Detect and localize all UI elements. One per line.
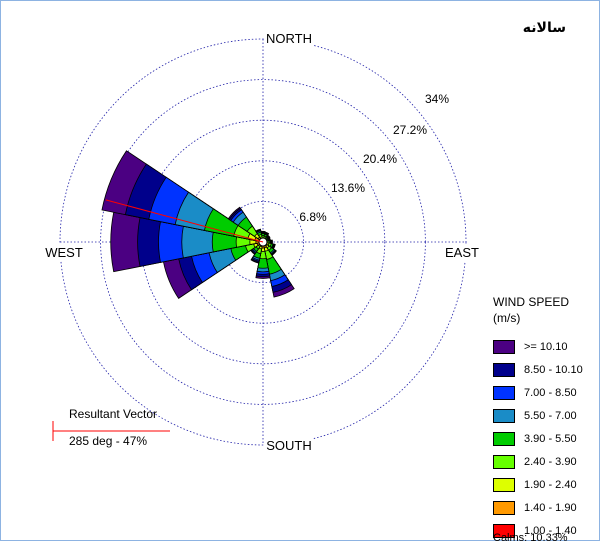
legend-swatch [493, 477, 515, 492]
legend-swatch [493, 431, 515, 446]
legend-item: 1.90 - 2.40 [493, 476, 577, 493]
legend-item: 1.40 - 1.90 [493, 499, 577, 516]
legend-item: >= 10.10 [493, 338, 567, 355]
legend-item: 7.00 - 8.50 [493, 384, 577, 401]
legend: WIND SPEED (m/s) >= 10.10 8.50 - 10.10 7.0… [493, 294, 598, 544]
legend-swatch [493, 454, 515, 469]
calms-label: Calms: 10.33% [493, 532, 568, 544]
ring-label-5: 34% [425, 92, 449, 106]
legend-label: 3.90 - 5.50 [524, 432, 577, 445]
legend-label: 1.90 - 2.40 [524, 478, 577, 491]
legend-label: >= 10.10 [524, 340, 568, 353]
compass-south: SOUTH [266, 438, 312, 453]
compass-south-background [264, 437, 314, 454]
ring-label-3: 20.4% [363, 152, 397, 166]
legend-item: 1.00 - 1.40 [493, 522, 577, 539]
resultant-vector-line [105, 199, 264, 243]
legend-item: 3.90 - 5.50 [493, 430, 577, 447]
legend-swatch [493, 408, 515, 423]
legend-item: 5.50 - 7.00 [493, 407, 577, 424]
legend-title: WIND SPEED [493, 295, 570, 309]
legend-label: 1.40 - 1.90 [524, 501, 577, 514]
ring-label-4: 27.2% [393, 123, 427, 137]
legend-item: 8.50 - 10.10 [493, 361, 583, 378]
ring-label-1: 6.8% [299, 210, 327, 224]
compass-east-background [443, 244, 481, 261]
legend-label: 2.40 - 3.90 [524, 455, 577, 468]
ring-label-2: 13.6% [331, 181, 365, 195]
legend-label: 7.00 - 8.50 [524, 386, 577, 399]
legend-swatch [493, 339, 515, 354]
legend-item: 2.40 - 3.90 [493, 453, 577, 470]
legend-swatch [493, 500, 515, 515]
resultant-vector-title: Resultant Vector [69, 407, 158, 421]
compass-west: WEST [45, 245, 83, 260]
compass-west-background [43, 244, 85, 261]
legend-label: 1.00 - 1.40 [524, 524, 577, 537]
compass-north-background [264, 30, 314, 47]
legend-label: 8.50 - 10.10 [524, 363, 583, 376]
legend-swatch [493, 362, 515, 377]
chart-title: سالانه [522, 20, 566, 36]
resultant-vector-value: 285 deg - 47% [69, 434, 148, 448]
legend-swatch [493, 385, 515, 400]
compass-east: EAST [445, 245, 479, 260]
legend-label: 5.50 - 7.00 [524, 409, 577, 422]
legend-swatch [493, 523, 515, 538]
compass-north: NORTH [266, 31, 312, 46]
legend-units: (m/s) [493, 311, 521, 325]
